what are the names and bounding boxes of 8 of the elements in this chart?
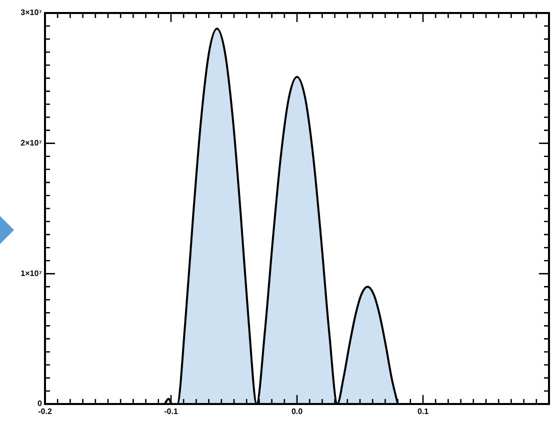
y-tick-label: 2×10⁷: [20, 138, 42, 148]
y-tick-label: 1×10⁷: [20, 268, 42, 278]
x-tick-label: 0.1: [417, 407, 430, 416]
y-tick-label: 3×10⁷: [20, 8, 42, 18]
x-tick-label: 0.0: [291, 407, 304, 416]
y-tick-label: 0: [38, 399, 43, 408]
x-tick-label: -0.2: [38, 407, 52, 416]
x-tick-label: -0.1: [164, 407, 178, 416]
